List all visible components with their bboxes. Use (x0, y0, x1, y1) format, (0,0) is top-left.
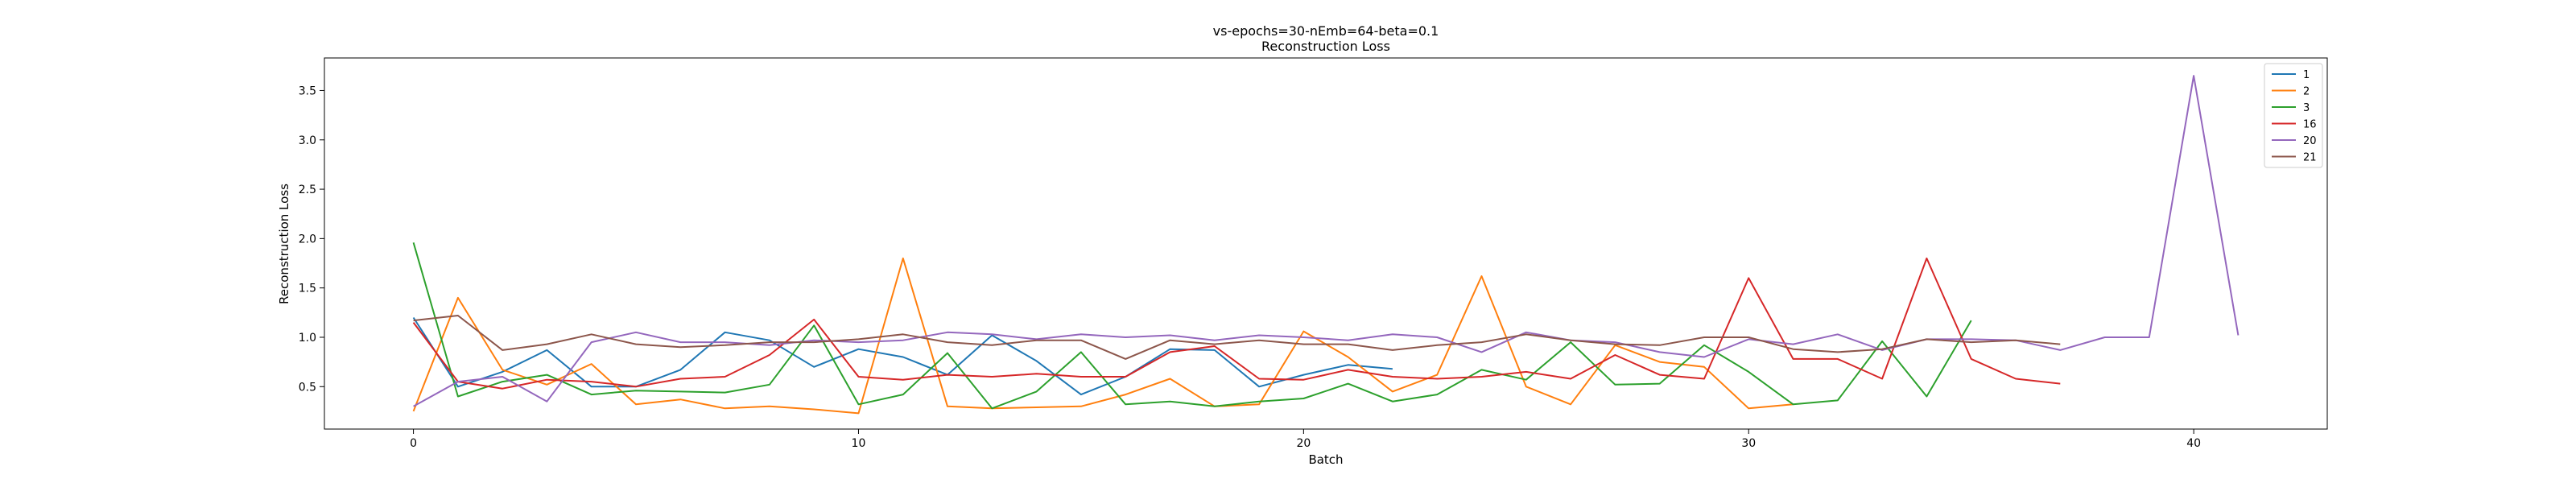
y-tick-label: 3.5 (299, 85, 316, 97)
y-axis-label: Reconstruction Loss (277, 184, 291, 304)
legend-box (2264, 63, 2323, 168)
series-line-16 (412, 257, 2061, 390)
chart-title: vs-epochs=30-nEmb=64-beta=0.1 (1213, 23, 1439, 39)
legend-label: 3 (2303, 102, 2310, 114)
legend-label: 21 (2303, 152, 2317, 164)
legend: 1 2 3 16 20 21 (2264, 63, 2323, 168)
x-tick-label: 10 (852, 437, 866, 450)
plot-area-frame (324, 57, 2328, 430)
series-line-21 (413, 315, 2061, 360)
series-line-2 (412, 257, 1794, 415)
y-tick-label: 1.5 (299, 283, 316, 295)
series-line-20 (413, 75, 2240, 407)
y-tick-label: 0.5 (299, 381, 316, 394)
x-axis-label: Batch (1308, 452, 1343, 467)
y-tick-label: 3.0 (299, 134, 316, 147)
chart-subtitle: Reconstruction Loss (1261, 39, 1390, 54)
x-tick-label: 20 (1296, 437, 1311, 450)
y-tick-label: 1.0 (299, 332, 316, 345)
x-tick-label: 40 (2186, 437, 2201, 450)
series-lines (412, 75, 2240, 415)
x-tick-label: 30 (1741, 437, 1756, 450)
series-line-3 (412, 242, 1972, 410)
y-tick-label: 2.0 (299, 233, 316, 246)
x-axis: 0 10 20 30 40 (410, 429, 2201, 450)
legend-label: 2 (2303, 86, 2310, 98)
y-tick-label: 2.5 (299, 184, 316, 196)
series-line-1 (412, 316, 1393, 396)
y-axis: 0.5 1.0 1.5 2.0 2.5 3.0 3.5 (299, 85, 324, 394)
legend-label: 20 (2303, 135, 2317, 147)
legend-label: 1 (2303, 69, 2310, 81)
legend-label: 16 (2303, 119, 2317, 131)
x-tick-label: 0 (410, 437, 417, 450)
